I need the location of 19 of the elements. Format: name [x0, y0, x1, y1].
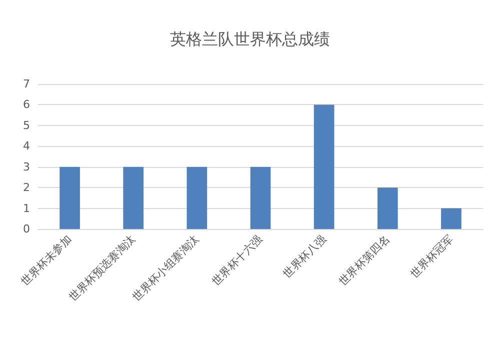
- chart-title: 英格兰队世界杯总成绩: [170, 30, 330, 48]
- bar: [186, 166, 208, 229]
- y-tick-label: 2: [23, 181, 30, 194]
- x-tick-label: 世界杯十六强: [209, 232, 266, 288]
- y-tick-label: 5: [23, 118, 30, 132]
- bar: [441, 208, 462, 229]
- bar: [377, 188, 398, 229]
- y-tick-label: 7: [23, 78, 30, 90]
- bar: [250, 166, 271, 229]
- bar: [123, 166, 144, 229]
- x-tick-label: 世界杯第四名: [336, 232, 392, 288]
- y-tick-label: 3: [23, 160, 30, 174]
- x-tick-label: 世界杯冠军: [408, 232, 456, 280]
- x-tick-label: 世界杯八强: [280, 232, 329, 280]
- bar: [60, 166, 80, 229]
- bar: [314, 104, 334, 229]
- y-tick-label: 4: [23, 140, 30, 153]
- y-tick-label: 6: [23, 98, 30, 112]
- y-tick-label: 1: [23, 202, 30, 215]
